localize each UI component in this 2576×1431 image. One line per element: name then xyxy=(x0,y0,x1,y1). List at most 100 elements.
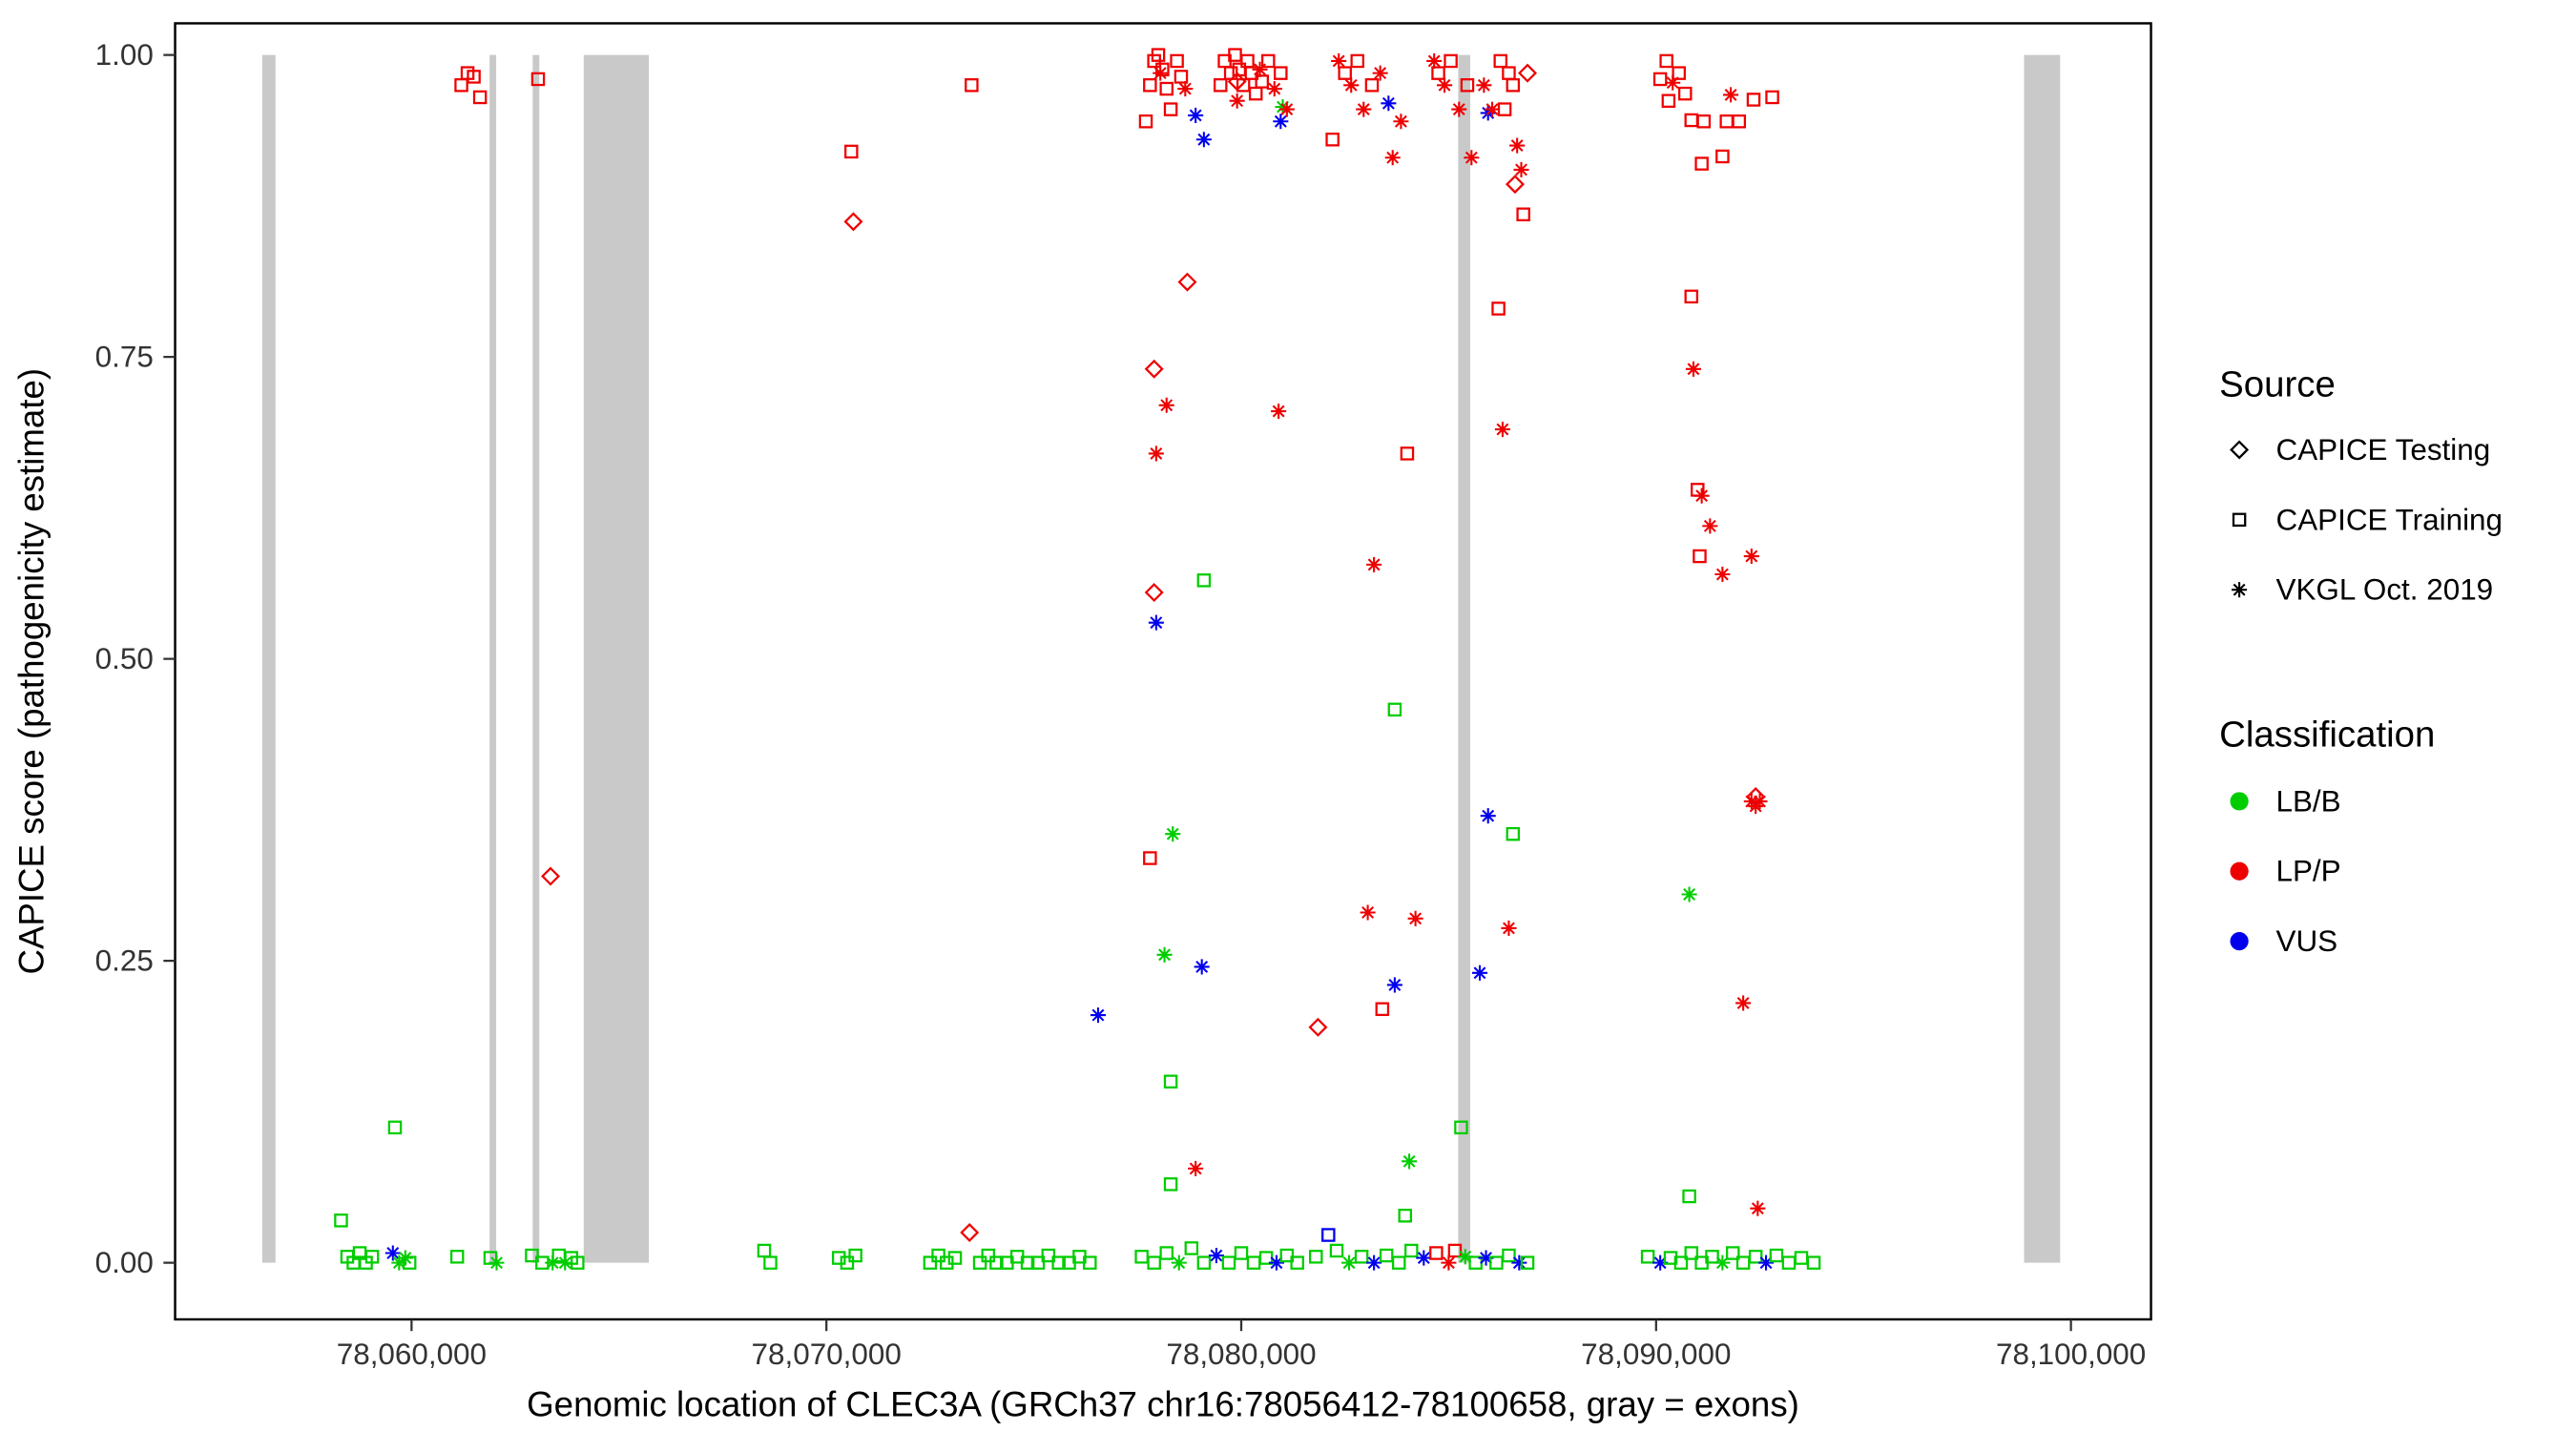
data-point xyxy=(1041,1248,1056,1263)
data-point xyxy=(1290,1255,1304,1270)
legend-classification-markers xyxy=(2230,792,2249,951)
data-point xyxy=(1188,107,1204,123)
data-point xyxy=(1331,52,1347,69)
data-point xyxy=(1451,101,1467,117)
data-point xyxy=(1030,1255,1046,1270)
data-point xyxy=(1497,102,1512,116)
y-axis-tick-label: 0.75 xyxy=(95,341,154,374)
data-point xyxy=(449,1250,465,1264)
data-point xyxy=(1381,95,1397,112)
data-point xyxy=(1429,1246,1444,1260)
data-point xyxy=(1151,48,1166,62)
data-point xyxy=(1476,77,1492,93)
data-point xyxy=(1480,808,1496,824)
data-point xyxy=(1665,74,1681,91)
x-axis-tick-label: 78,100,000 xyxy=(1996,1338,2146,1371)
legend-source: Source CAPICE Testing CAPICE Training VK… xyxy=(2219,364,2503,607)
data-points xyxy=(334,48,1821,1271)
data-point xyxy=(848,1248,862,1263)
data-point xyxy=(1672,66,1686,80)
data-point xyxy=(1232,62,1247,77)
classification-color-dot xyxy=(2230,792,2249,811)
exon-band xyxy=(2024,54,2061,1263)
data-point xyxy=(1750,1200,1766,1216)
x-axis-tick-label: 78,090,000 xyxy=(1581,1338,1731,1371)
data-point xyxy=(1398,1209,1412,1223)
data-point xyxy=(931,1248,945,1263)
data-point xyxy=(1673,1255,1689,1270)
data-point xyxy=(1159,1246,1174,1260)
data-point xyxy=(472,90,488,105)
data-point xyxy=(1240,53,1255,69)
data-point xyxy=(384,1245,401,1261)
data-point xyxy=(1652,1255,1669,1271)
data-point xyxy=(1743,548,1759,565)
legend-item-vus: VUS xyxy=(2276,924,2338,958)
data-point xyxy=(1159,81,1174,96)
classification-color-dot xyxy=(2230,861,2249,881)
data-point xyxy=(1309,1250,1323,1264)
data-point xyxy=(1659,53,1673,69)
legend-item-capice-testing: CAPICE Testing xyxy=(2276,433,2491,467)
data-point xyxy=(1684,289,1699,304)
data-point xyxy=(1338,66,1352,80)
data-point xyxy=(1393,114,1409,130)
data-point xyxy=(947,1251,963,1265)
data-point xyxy=(1454,1120,1468,1135)
data-point xyxy=(1485,101,1501,117)
data-point xyxy=(1509,137,1526,154)
exon-band xyxy=(1458,54,1471,1263)
data-point xyxy=(1677,86,1693,101)
data-point xyxy=(844,144,859,159)
data-point xyxy=(1194,959,1210,975)
data-point xyxy=(965,78,979,93)
data-point xyxy=(1321,1228,1336,1242)
data-point xyxy=(1447,1243,1463,1258)
data-point xyxy=(1494,422,1510,438)
data-point xyxy=(402,1255,417,1270)
data-point xyxy=(545,1255,561,1271)
y-axis-label: CAPICE score (pathogenicity estimate) xyxy=(12,368,52,975)
data-point xyxy=(1138,114,1153,129)
y-axis-ticks: 0.00 0.25 0.50 0.75 1.00 xyxy=(95,38,176,1279)
data-point xyxy=(571,1255,585,1270)
data-point xyxy=(1493,53,1508,69)
data-point xyxy=(1794,1251,1809,1265)
data-point xyxy=(1426,52,1443,69)
data-point xyxy=(1684,113,1699,128)
data-point xyxy=(467,70,481,84)
data-point xyxy=(1407,910,1423,926)
data-point xyxy=(1765,90,1779,105)
data-point xyxy=(1156,946,1173,963)
data-point xyxy=(1391,1255,1406,1270)
y-axis-tick-label: 0.00 xyxy=(95,1246,154,1279)
data-point xyxy=(1177,272,1197,292)
data-point xyxy=(1464,150,1480,166)
data-point xyxy=(1735,995,1752,1011)
data-point xyxy=(1685,361,1701,377)
data-point xyxy=(843,212,863,232)
data-point xyxy=(960,1222,980,1242)
data-point xyxy=(1489,1255,1504,1270)
data-point xyxy=(1148,446,1164,462)
data-point xyxy=(334,1213,348,1228)
data-point xyxy=(1379,1248,1394,1263)
data-point xyxy=(1758,1255,1775,1271)
data-point xyxy=(1714,566,1731,583)
diamond-legend-icon xyxy=(2230,440,2250,460)
classification-color-dot xyxy=(2230,932,2249,951)
data-point xyxy=(1513,161,1529,177)
data-point xyxy=(1274,66,1288,80)
data-point xyxy=(1366,1255,1382,1271)
data-point xyxy=(1163,1074,1178,1089)
y-axis-tick-label: 0.50 xyxy=(95,642,154,675)
data-point xyxy=(541,866,561,886)
data-point xyxy=(1273,114,1289,130)
data-point xyxy=(1502,1248,1516,1263)
data-point xyxy=(1516,207,1530,221)
data-point xyxy=(1271,404,1287,420)
data-point xyxy=(1437,77,1453,93)
data-point xyxy=(1329,1243,1344,1258)
data-point xyxy=(1746,786,1766,806)
data-point xyxy=(1196,573,1212,588)
